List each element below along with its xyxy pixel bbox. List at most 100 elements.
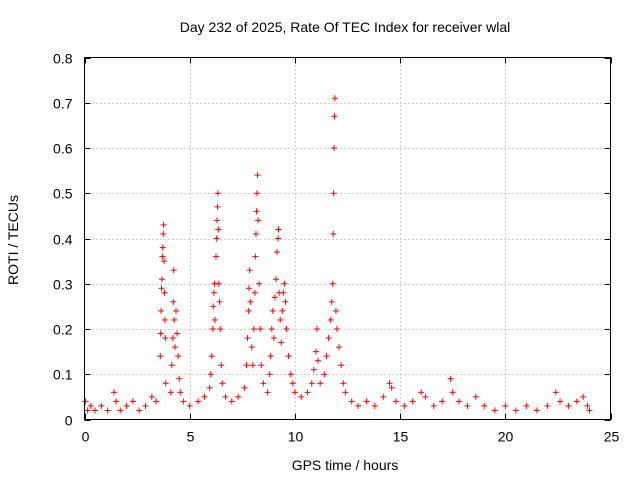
data-point [279,307,286,314]
data-point [247,298,254,305]
y-tick-label: 0.3 [53,277,73,293]
data-point [249,362,256,369]
data-point [161,289,168,296]
data-point [213,253,219,260]
data-point [363,398,370,405]
data-point [255,217,262,224]
data-point [573,398,580,405]
x-tick-label: 25 [604,429,620,445]
data-point [153,398,160,405]
data-point [104,407,111,414]
x-tick-label: 5 [187,429,195,445]
data-point [533,407,540,414]
data-point [266,371,273,378]
data-point [252,253,259,260]
data-point [491,407,498,414]
data-point [98,402,105,409]
data-point [333,326,340,332]
data-point [244,335,251,342]
data-point [557,398,564,405]
data-point [323,353,330,360]
data-point [418,389,425,396]
y-tick-label: 0 [65,413,73,429]
data-point [207,371,214,378]
data-point [159,244,166,251]
data-point [252,230,259,237]
data-point [113,398,120,405]
data-point [586,407,593,414]
data-point [248,344,255,351]
data-point [275,235,282,242]
data-point [449,389,456,396]
data-point [464,402,471,409]
data-point [332,307,339,314]
data-point [330,190,337,197]
data-point [250,326,257,332]
data-point [161,258,168,265]
data-point [169,335,176,342]
data-point [331,145,338,151]
data-point [308,380,315,387]
data-point [171,316,178,323]
data-point [209,326,216,332]
data-point [331,113,338,120]
data-point [214,217,221,224]
data-point [186,402,193,409]
data-point [206,384,213,391]
data-point [123,402,130,409]
data-point [422,393,429,400]
data-point [481,402,488,409]
data-point [502,402,509,409]
x-tick-label: 10 [288,429,304,445]
x-axis-label: GPS time / hours [292,457,399,473]
data-point [92,407,99,414]
data-point [129,398,136,405]
data-point [282,298,289,305]
data-point [173,307,180,314]
data-point [246,285,253,292]
data-point [348,398,355,405]
data-point [210,289,217,296]
data-point [241,384,248,391]
data-point [280,289,287,296]
data-point [160,221,167,228]
data-point [328,298,335,305]
x-tick-label: 15 [393,429,409,445]
data-point [214,203,221,210]
data-point [304,389,311,396]
data-point [392,398,399,405]
data-point [315,357,322,364]
data-point [271,294,278,301]
data-point [210,303,217,310]
data-point [456,398,463,405]
data-point [174,330,181,337]
data-point [243,362,250,369]
data-point [386,380,393,387]
data-point [235,393,242,400]
data-point [84,407,91,414]
tick-labels: 0 5 10 15 20 25 0 0.1 0.2 0.3 0.4 0.5 0.6 0.7 0.8 [53,51,619,445]
grid-lines [84,57,611,420]
data-point [584,402,591,409]
data-point [175,353,182,360]
y-tick-label: 0.2 [53,322,73,338]
data-point [268,326,275,332]
data-point [214,190,221,197]
data-point [180,398,187,405]
data-point [167,389,174,396]
data-point [117,407,124,414]
data-point [260,380,267,387]
data-point [213,235,220,242]
data-point [380,393,387,400]
data-point [251,289,258,296]
data-point [254,190,261,197]
data-point [552,389,559,396]
data-point [330,230,337,237]
data-point [264,389,271,396]
data-point [208,353,215,360]
data-point [565,402,572,409]
chart-title: Day 232 of 2025, Rate Of TEC Index for r… [180,19,510,35]
data-point [275,226,282,233]
data-point [270,335,277,342]
